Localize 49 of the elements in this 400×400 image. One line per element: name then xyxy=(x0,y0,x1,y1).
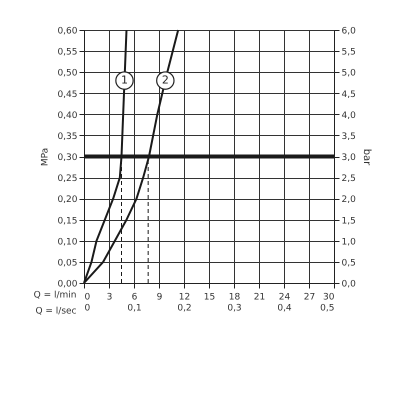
y-tick-label: 0,60 xyxy=(57,26,78,36)
y2-tick-label: 2,5 xyxy=(342,174,356,184)
x2-axis-title: Q = l/sec xyxy=(35,306,77,316)
y2-tick-label: 0,0 xyxy=(342,280,356,290)
x-tick-label: 6 xyxy=(132,292,138,302)
y-tick-label: 0,05 xyxy=(57,258,78,268)
x-tick-label: 3 xyxy=(106,292,112,302)
x2-tick-label: 0,4 xyxy=(277,304,292,314)
x-tick-label: 0 xyxy=(84,292,90,302)
y2-tick-label: 1,0 xyxy=(342,237,356,248)
x2-tick-label: 0,3 xyxy=(227,304,242,314)
y-tick-label: 0,55 xyxy=(57,48,78,58)
x2-tick-label: 0,5 xyxy=(320,304,334,314)
y-tick-label: 0,20 xyxy=(57,195,78,206)
y2-tick-label: 5,0 xyxy=(342,68,356,79)
x-tick-label: 30 xyxy=(323,292,335,302)
x-tick-label: 24 xyxy=(278,292,290,302)
y-tick-label: 0,15 xyxy=(57,216,78,226)
x2-tick-label: 0,1 xyxy=(127,304,142,314)
y2-tick-label: 5,5 xyxy=(342,48,356,58)
y-tick-label: 0,25 xyxy=(57,174,78,184)
y2-tick-label: 4,5 xyxy=(342,90,356,100)
y-tick-label: 0,10 xyxy=(57,237,78,248)
x2-tick-label: 0 xyxy=(84,304,90,314)
y2-tick-label: 2,0 xyxy=(342,195,356,206)
x-axis-title: Q = l/min xyxy=(34,290,76,300)
x-tick-label: 15 xyxy=(204,292,216,302)
y2-tick-label: 3,5 xyxy=(342,132,356,142)
x-tick-label: 21 xyxy=(254,292,266,302)
y-tick-label: 0,40 xyxy=(57,110,78,121)
x-tick-label: 12 xyxy=(178,292,190,302)
x2-tick-label: 0,2 xyxy=(177,304,192,314)
y-tick-label: 0,50 xyxy=(57,68,78,79)
y-tick-label: 0,35 xyxy=(57,132,78,142)
y-tick-label: 0,45 xyxy=(57,90,78,100)
y-tick-label: 0,00 xyxy=(57,280,78,290)
y-axis-title: MPa xyxy=(40,148,50,166)
y2-tick-label: 4,0 xyxy=(342,110,356,121)
y2-tick-label: 6,0 xyxy=(342,26,356,36)
y2-tick-label: 1,5 xyxy=(342,216,356,226)
y2-axis-title: bar xyxy=(360,148,372,166)
y-tick-label: 0,30 xyxy=(57,153,78,163)
x-tick-label: 18 xyxy=(228,292,240,302)
series-label: 1 xyxy=(121,74,128,87)
y2-tick-label: 3,0 xyxy=(342,153,356,163)
x-tick-label: 27 xyxy=(304,292,316,302)
x-tick-label: 9 xyxy=(156,292,163,302)
series-label: 2 xyxy=(162,74,169,87)
y2-tick-label: 0,5 xyxy=(342,258,356,268)
